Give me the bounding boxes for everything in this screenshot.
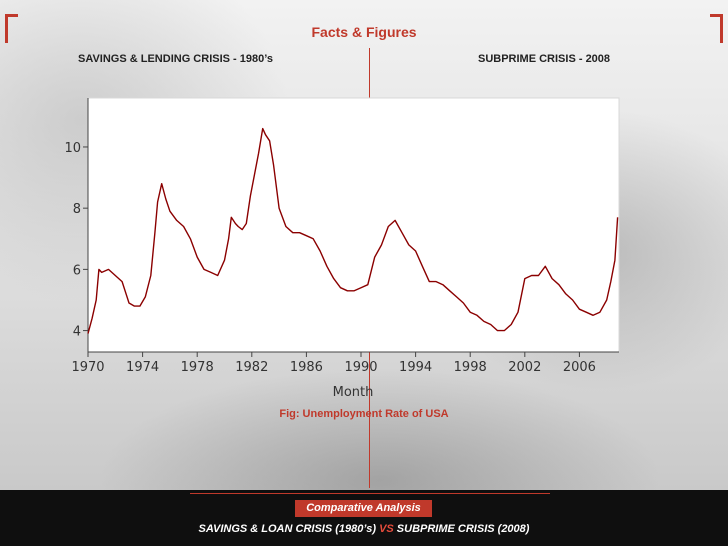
x-tick-label-1986: 1986 [290,360,323,375]
figure-caption: Fig: Unemployment Rate of USA [279,408,449,420]
x-tick-label-2002: 2002 [508,360,541,375]
x-tick-label-1982: 1982 [235,360,268,375]
footer-bar [0,490,728,546]
unemployment-chart: 1970 1974 1978 1982 1986 1990 1994 1998 2002 2006… [42,92,642,410]
x-tick-label-1994: 1994 [399,360,432,375]
x-tick-label-1974: 1974 [126,360,159,375]
footer-divider [190,493,550,494]
y-tick-label-10: 10 [64,141,81,156]
plot-area [87,97,620,353]
series-line [87,127,619,334]
footer-text-left: SAVINGS & LOAN CRISIS (1980’s) [198,523,380,535]
page-title: Facts & Figures [311,24,417,40]
footer-vs: VS [379,523,394,535]
x-tick-label-2006: 2006 [563,360,596,375]
x-tick-label-1990: 1990 [344,360,377,375]
corner-bracket-top-right [710,14,723,43]
footer-text-right: SUBPRIME CRISIS (2008) [393,523,530,535]
footer-caption: SAVINGS & LOAN CRISIS (1980’s) VS SUBPRI… [0,523,728,535]
y-tick-label-4: 4 [73,325,81,340]
corner-bracket-top-left [5,14,18,43]
x-tick-label-1998: 1998 [454,360,487,375]
x-axis-label: Month [333,385,374,400]
left-heading: SAVINGS & LENDING CRISIS - 1980’s [78,53,273,65]
right-heading: SUBPRIME CRISIS - 2008 [478,53,611,65]
comparative-analysis-badge: Comparative Analysis [295,500,432,517]
chart-svg: 1970 1974 1978 1982 1986 1990 1994 1998 2002 2006… [64,97,620,400]
x-tick-label-1978: 1978 [181,360,214,375]
x-tick-label-1970: 1970 [71,360,104,375]
y-tick-label-8: 8 [73,202,81,217]
y-tick-label-6: 6 [73,263,81,278]
